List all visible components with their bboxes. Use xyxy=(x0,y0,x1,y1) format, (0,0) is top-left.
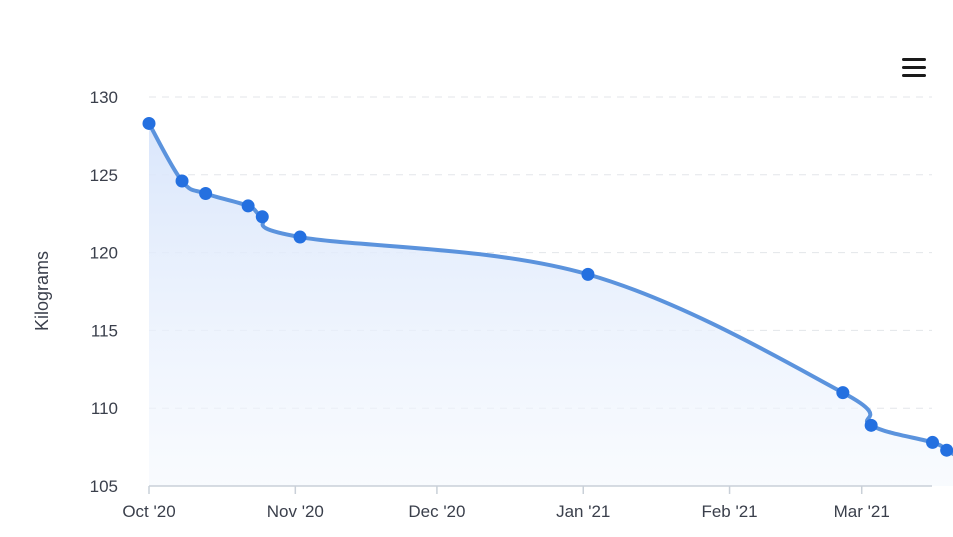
menu-bar-middle xyxy=(902,66,926,69)
data-point-marker[interactable] xyxy=(293,230,307,244)
menu-bar-bottom xyxy=(902,74,926,77)
y-tick-label: 115 xyxy=(91,321,118,340)
x-tick-label: Oct '20 xyxy=(122,502,175,521)
y-tick-label: 120 xyxy=(90,244,118,263)
data-point-marker[interactable] xyxy=(864,418,878,432)
series-area-fill xyxy=(149,123,953,486)
data-point-marker[interactable] xyxy=(926,435,940,449)
x-tick-label: Dec '20 xyxy=(408,502,465,521)
y-tick-label: 110 xyxy=(91,399,118,418)
data-point-marker[interactable] xyxy=(836,386,850,400)
data-markers xyxy=(142,116,953,457)
menu-bar-top xyxy=(902,58,926,61)
hamburger-menu-icon[interactable] xyxy=(897,54,931,84)
y-tick-label: 105 xyxy=(90,477,118,496)
data-point-marker[interactable] xyxy=(255,210,269,224)
data-point-marker[interactable] xyxy=(581,267,595,281)
data-point-marker[interactable] xyxy=(940,443,953,457)
x-tick-label: Jan '21 xyxy=(556,502,610,521)
data-point-marker[interactable] xyxy=(142,116,156,130)
y-axis-ticks: 105 110 115 120 125 130 xyxy=(90,88,118,496)
x-tick-label: Mar '21 xyxy=(834,502,890,521)
y-axis-title: Kilograms xyxy=(32,251,52,331)
data-point-marker[interactable] xyxy=(199,186,213,200)
data-point-marker[interactable] xyxy=(241,199,255,213)
data-point-marker[interactable] xyxy=(175,174,189,188)
y-tick-label: 125 xyxy=(90,166,118,185)
x-axis-ticks: Oct '20 Nov '20 Dec '20 Jan '21 Feb '21 Mar '… xyxy=(122,486,890,521)
x-tick-label: Nov '20 xyxy=(267,502,324,521)
y-tick-label: 130 xyxy=(90,88,118,107)
x-tick-label: Feb '21 xyxy=(701,502,757,521)
